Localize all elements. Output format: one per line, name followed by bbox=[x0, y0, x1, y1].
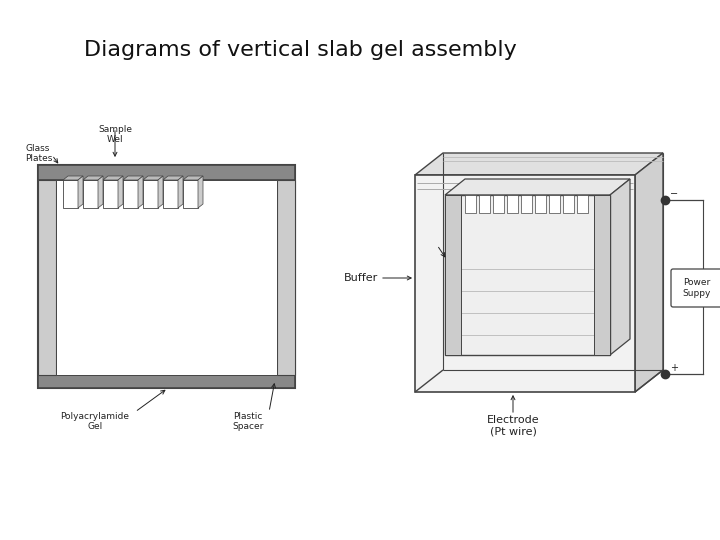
Bar bbox=[277, 180, 295, 375]
Polygon shape bbox=[635, 153, 663, 392]
Bar bbox=[549, 195, 560, 213]
Polygon shape bbox=[123, 176, 143, 180]
Bar bbox=[594, 195, 610, 355]
Text: Glass
Plates: Glass Plates bbox=[25, 144, 53, 164]
Polygon shape bbox=[98, 176, 103, 208]
Text: +: + bbox=[670, 363, 678, 373]
Polygon shape bbox=[445, 179, 630, 195]
Polygon shape bbox=[183, 176, 203, 180]
Bar bbox=[445, 195, 610, 355]
Polygon shape bbox=[103, 176, 123, 180]
Text: Diagrams of vertical slab gel assembly: Diagrams of vertical slab gel assembly bbox=[84, 40, 516, 60]
Polygon shape bbox=[415, 153, 663, 175]
Text: −: − bbox=[670, 189, 678, 199]
Text: Electrode
(Pt wire): Electrode (Pt wire) bbox=[487, 415, 539, 437]
Polygon shape bbox=[610, 179, 630, 355]
Bar bbox=[521, 195, 532, 213]
Polygon shape bbox=[178, 176, 183, 208]
Bar bbox=[415, 175, 635, 392]
Bar bbox=[563, 195, 574, 213]
Polygon shape bbox=[63, 176, 83, 180]
Polygon shape bbox=[83, 176, 103, 180]
Polygon shape bbox=[78, 176, 83, 208]
Bar bbox=[163, 180, 178, 208]
Bar bbox=[507, 195, 518, 213]
Text: Sample
Wel: Sample Wel bbox=[98, 125, 132, 144]
Bar bbox=[143, 180, 158, 208]
Bar bbox=[445, 195, 461, 355]
Bar bbox=[38, 165, 295, 180]
Polygon shape bbox=[158, 176, 163, 208]
Bar bbox=[56, 180, 277, 375]
Bar bbox=[123, 180, 138, 208]
Bar bbox=[38, 180, 56, 375]
Bar bbox=[479, 195, 490, 213]
Bar bbox=[83, 180, 98, 208]
Bar bbox=[103, 180, 118, 208]
Polygon shape bbox=[143, 176, 163, 180]
Text: Plastic
Spacer: Plastic Spacer bbox=[233, 412, 264, 431]
Bar bbox=[38, 165, 295, 388]
Bar bbox=[63, 180, 78, 208]
Polygon shape bbox=[138, 176, 143, 208]
Text: Buffer: Buffer bbox=[343, 273, 378, 283]
Bar bbox=[535, 195, 546, 213]
Text: Power
Suppy: Power Suppy bbox=[683, 278, 711, 298]
Bar bbox=[38, 375, 295, 388]
Bar bbox=[577, 195, 588, 213]
Polygon shape bbox=[118, 176, 123, 208]
Text: Polyacrylamide
Gel: Polyacrylamide Gel bbox=[60, 412, 130, 431]
Bar bbox=[493, 195, 504, 213]
Bar bbox=[465, 195, 476, 213]
FancyBboxPatch shape bbox=[671, 269, 720, 307]
Bar bbox=[183, 180, 198, 208]
Polygon shape bbox=[198, 176, 203, 208]
Polygon shape bbox=[163, 176, 183, 180]
